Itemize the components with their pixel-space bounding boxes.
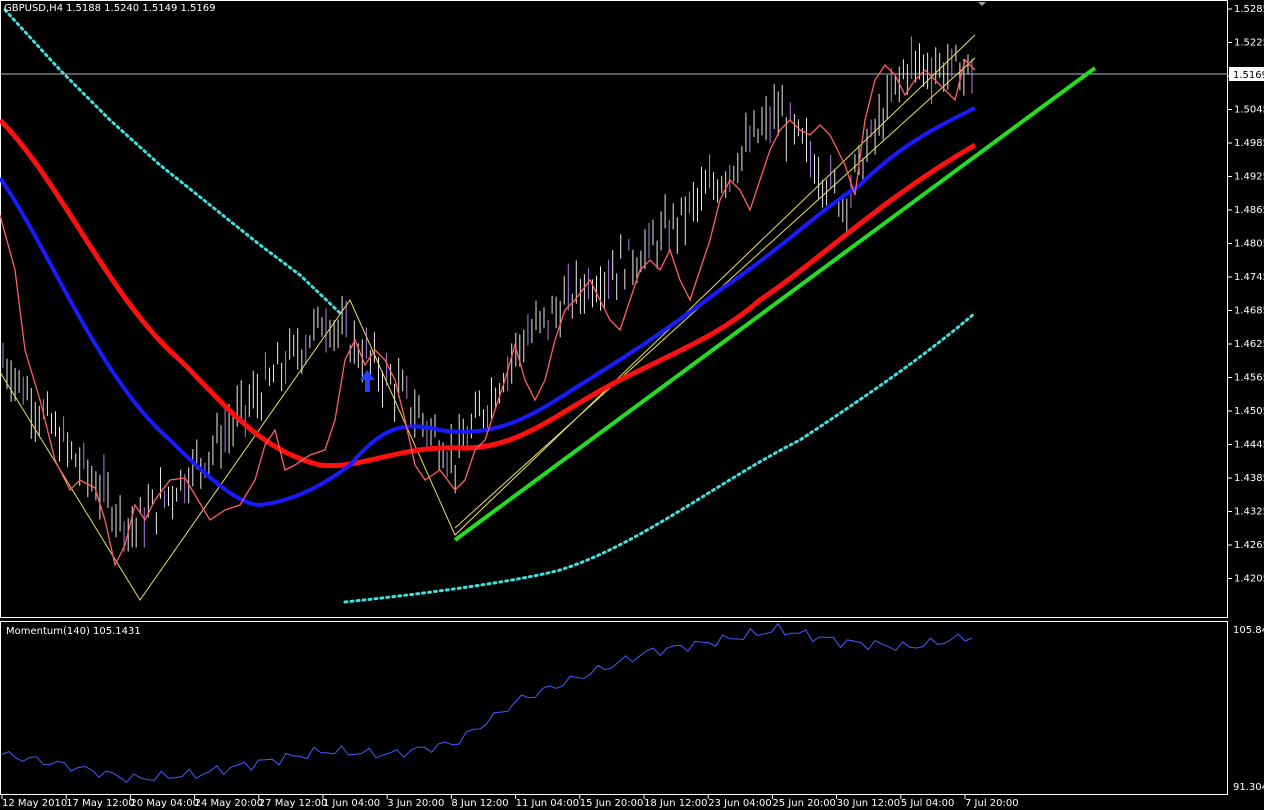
price-bars [2,36,973,552]
symbol-label: GBPUSD,H4 [4,3,63,14]
time-axis-label: 30 Jun 12:00 [837,798,901,809]
price-axis-label: 1.5225 [1234,38,1264,49]
fast-oscillating-line [0,58,976,567]
zigzag-line [0,34,976,601]
price-axis-label: 1.4265 [1234,540,1264,551]
price-axis-label: 1.5045 [1234,105,1264,116]
time-axis-label: 27 May 12:00 [259,798,328,809]
time-axis-label: 5 Jul 04:00 [901,798,955,809]
time-axis-label: 25 Jun 20:00 [772,798,836,809]
momentum-label: Momentum(140) 105.1431 [6,626,141,637]
price-axis-label: 1.4445 [1234,440,1264,451]
main-plot-frame [0,0,1228,618]
time-axis-label: 11 Jun 04:00 [516,798,580,809]
time-axis-label: 17 May 12:00 [66,798,135,809]
dotted-indicator-lower [343,311,977,604]
time-axis-label: 3 Jun 20:00 [387,798,444,809]
price-axis-label: 1.4625 [1234,339,1264,350]
time-axis-label: 15 Jun 20:00 [580,798,644,809]
price-axis-label: 1.4745 [1234,272,1264,283]
price-axis-label: 1.4865 [1234,205,1264,216]
blue-moving-average [0,106,976,508]
price-axis-label: 1.4325 [1234,507,1264,518]
red-moving-average [0,118,977,469]
dotted-indicator-upper [3,8,342,315]
time-axis-label: 7 Jul 20:00 [965,798,1019,809]
price-axis-label: 1.4985 [1234,138,1264,149]
time-axis-label: 24 May 20:00 [195,798,264,809]
price-axis-label: 1.4205 [1234,574,1264,585]
price-axis-label: 1.5285 [1234,4,1264,15]
price-axis-label: 1.4925 [1234,172,1264,183]
time-axis-label: 18 Jun 12:00 [644,798,708,809]
scroll-marker-icon[interactable] [978,2,986,6]
current-price-tag [1229,67,1264,81]
momentum-scale-min: 91.304 [1233,782,1264,793]
momentum-plot-frame [0,621,1228,795]
price-axis-label: 1.4685 [1234,306,1264,317]
price-axis-label: 1.4565 [1234,373,1264,384]
time-axis-label: 1 Jun 04:00 [323,798,380,809]
time-axis-label: 8 Jun 12:00 [451,798,508,809]
price-axis-label: 1.4385 [1234,473,1264,484]
time-axis-label: 23 Jun 04:00 [708,798,772,809]
current-price-value: 1.5169 [1233,70,1264,81]
ohlc-values: 1.5188 1.5240 1.5149 1.5169 [66,3,216,14]
momentum-scale-max: 105.842 [1233,625,1264,636]
price-axis-label: 1.4505 [1234,406,1264,417]
green-trend-line [453,66,1097,542]
buy-arrow-icon [360,370,375,392]
momentum-line [1,622,973,783]
time-axis-label: 12 May 2010 [2,798,67,809]
time-axis-label: 20 May 04:00 [130,798,199,809]
price-axis-label: 1.4805 [1234,239,1264,250]
